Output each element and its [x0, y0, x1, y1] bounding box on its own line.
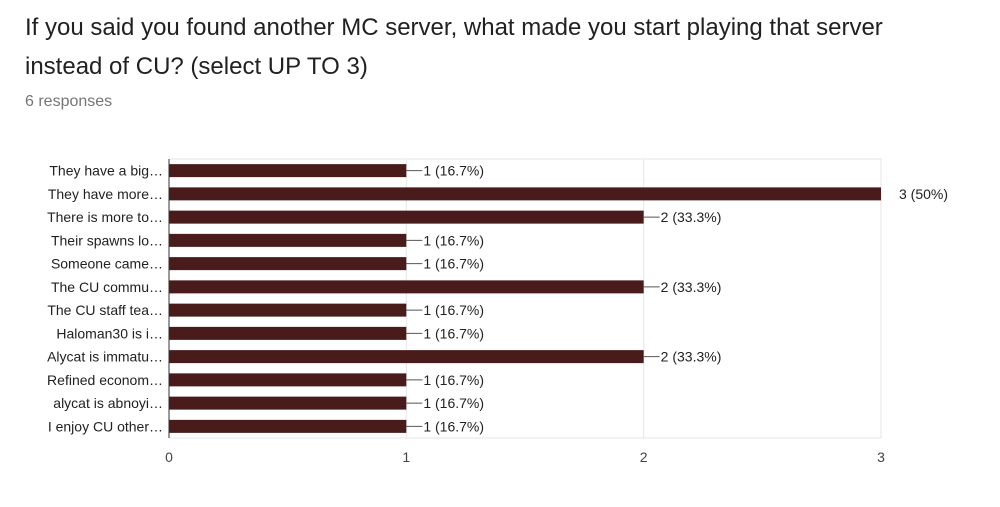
x-tick-label: 3: [877, 449, 885, 465]
bar: [169, 187, 881, 201]
bar: [169, 326, 407, 340]
category-label: Alycat is immatu…: [47, 349, 163, 365]
x-tick-label: 0: [165, 449, 173, 465]
category-label: Their spawns lo…: [51, 232, 163, 248]
category-label: They have more…: [48, 186, 163, 202]
bar: [169, 210, 644, 224]
data-label: 1 (16.7%): [423, 395, 484, 411]
category-label: Haloman30 is i…: [56, 325, 163, 341]
bar: [169, 396, 407, 410]
x-tick-label: 1: [402, 449, 410, 465]
bar: [169, 350, 644, 364]
data-label: 1 (16.7%): [423, 163, 484, 179]
response-count: 6 responses: [25, 93, 113, 110]
category-label: The CU staff tea…: [47, 302, 163, 318]
bar: [169, 164, 407, 178]
bar: [169, 233, 407, 247]
data-label: 1 (16.7%): [423, 256, 484, 272]
category-label: I enjoy CU other…: [48, 418, 163, 434]
category-label: alycat is abnoyi…: [53, 395, 163, 411]
category-label: They have a big…: [49, 163, 163, 179]
data-label: 1 (16.7%): [423, 372, 484, 388]
data-label: 1 (16.7%): [423, 232, 484, 248]
bar: [169, 280, 644, 294]
category-label: The CU commu…: [51, 279, 163, 295]
bar: [169, 373, 407, 387]
x-tick-label: 2: [640, 449, 648, 465]
data-label: 1 (16.7%): [423, 418, 484, 434]
bar: [169, 419, 407, 433]
category-label: Refined econom…: [47, 372, 163, 388]
bar: [169, 257, 407, 271]
data-label: 2 (33.3%): [661, 349, 722, 365]
data-label: 2 (33.3%): [661, 279, 722, 295]
question-title: If you said you found another MC server,…: [25, 14, 883, 80]
data-label: 1 (16.7%): [423, 302, 484, 318]
data-label: 3 (50%): [899, 186, 948, 202]
category-label: There is more to…: [47, 209, 163, 225]
data-label: 1 (16.7%): [423, 325, 484, 341]
data-label: 2 (33.3%): [661, 209, 722, 225]
category-label: Someone came…: [51, 256, 163, 272]
bar: [169, 303, 407, 317]
